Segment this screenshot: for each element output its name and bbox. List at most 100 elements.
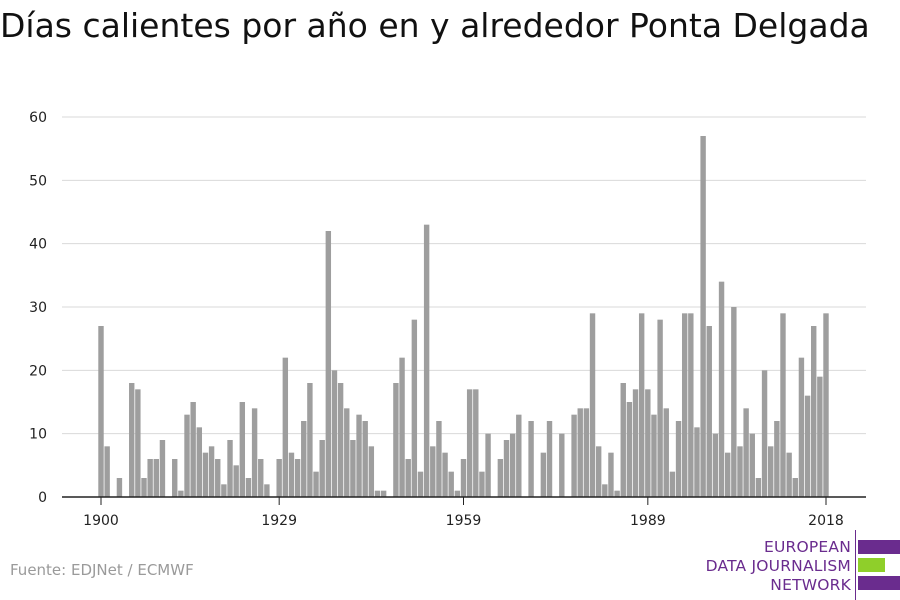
bar (313, 471, 319, 497)
bar (743, 408, 749, 497)
bar (780, 313, 786, 497)
bar (466, 389, 473, 497)
bar (737, 446, 743, 497)
bar-chart: 0 10 20 30 40 50 60 1900 1929 1959 1989 2018 (29, 110, 866, 529)
bar (215, 459, 221, 497)
bar (583, 408, 590, 497)
bar (559, 433, 565, 497)
bar (712, 433, 719, 497)
bar (288, 452, 295, 497)
bar (626, 402, 633, 497)
bar (688, 313, 694, 497)
bar (227, 440, 233, 497)
bar (233, 465, 239, 497)
bar (645, 389, 651, 497)
source-note: Fuente: EDJNet / ECMWF (10, 561, 194, 579)
bar (798, 357, 805, 497)
bar (632, 389, 639, 497)
bar (301, 421, 307, 497)
bar (282, 357, 289, 497)
bar (239, 402, 246, 497)
y-tick-label: 20 (29, 363, 47, 379)
bar (331, 370, 338, 497)
gridlines (62, 116, 866, 435)
logo-bar-purple-top (858, 540, 900, 554)
bar (350, 440, 356, 497)
bar (276, 459, 282, 497)
bar (172, 459, 178, 497)
bar (294, 459, 301, 497)
logo-bar-green (858, 558, 885, 572)
bar (823, 313, 829, 497)
bar (663, 408, 669, 497)
bar (153, 459, 159, 497)
bar (577, 408, 583, 497)
bar (356, 414, 362, 497)
bar (411, 319, 418, 497)
bar (405, 459, 411, 497)
bar (571, 414, 577, 497)
bar (817, 376, 823, 497)
bar (436, 421, 442, 497)
bar (706, 326, 712, 497)
x-tick-labels: 1900 1929 1959 1989 2018 (83, 497, 844, 529)
bar (104, 446, 110, 497)
bar (614, 490, 620, 497)
bar (307, 383, 313, 497)
bar (761, 370, 768, 497)
bar (528, 421, 534, 497)
bar (675, 421, 682, 497)
bar (669, 471, 676, 497)
bar (116, 478, 123, 497)
bar (344, 408, 350, 497)
bar (503, 440, 510, 497)
bar (362, 421, 368, 497)
bar (196, 427, 203, 497)
bar (159, 440, 166, 497)
bar (595, 446, 602, 497)
bar (221, 484, 227, 497)
bar (497, 459, 504, 497)
bar (602, 484, 608, 497)
y-tick-labels: 0 10 20 30 40 50 60 (29, 110, 47, 506)
bar (460, 459, 467, 497)
bar (811, 326, 817, 497)
chart-title: Días calientes por año en y alrededor Po… (0, 6, 870, 45)
y-tick-label: 0 (38, 490, 47, 506)
bar (755, 478, 762, 497)
logo-bar-purple-bottom (858, 576, 900, 590)
bar (245, 478, 252, 497)
bar (337, 383, 344, 497)
bar (325, 231, 332, 497)
logo-line-3: NETWORK (770, 576, 851, 594)
bar (202, 452, 209, 497)
bar (546, 421, 553, 497)
bar (620, 383, 626, 497)
bar (374, 490, 381, 497)
bar (141, 478, 147, 497)
logo-divider (855, 530, 856, 600)
bar (485, 433, 491, 497)
bar (208, 446, 215, 497)
bar (430, 446, 436, 497)
x-tick-label: 1989 (630, 513, 666, 529)
bar (786, 452, 792, 497)
y-tick-label: 50 (29, 173, 47, 189)
bar (258, 459, 264, 497)
bar (319, 440, 325, 497)
bar (540, 452, 547, 497)
bar (448, 471, 454, 497)
bar (442, 452, 448, 497)
bar (423, 224, 430, 497)
bar (393, 383, 399, 497)
bar (147, 459, 153, 497)
bar (264, 484, 270, 497)
y-tick-label: 60 (29, 110, 47, 126)
y-tick-label: 40 (29, 237, 47, 253)
bar (98, 326, 104, 497)
bar (178, 490, 184, 497)
bar (135, 389, 141, 497)
bar (184, 414, 190, 497)
bar (399, 357, 405, 497)
bar (804, 395, 811, 497)
